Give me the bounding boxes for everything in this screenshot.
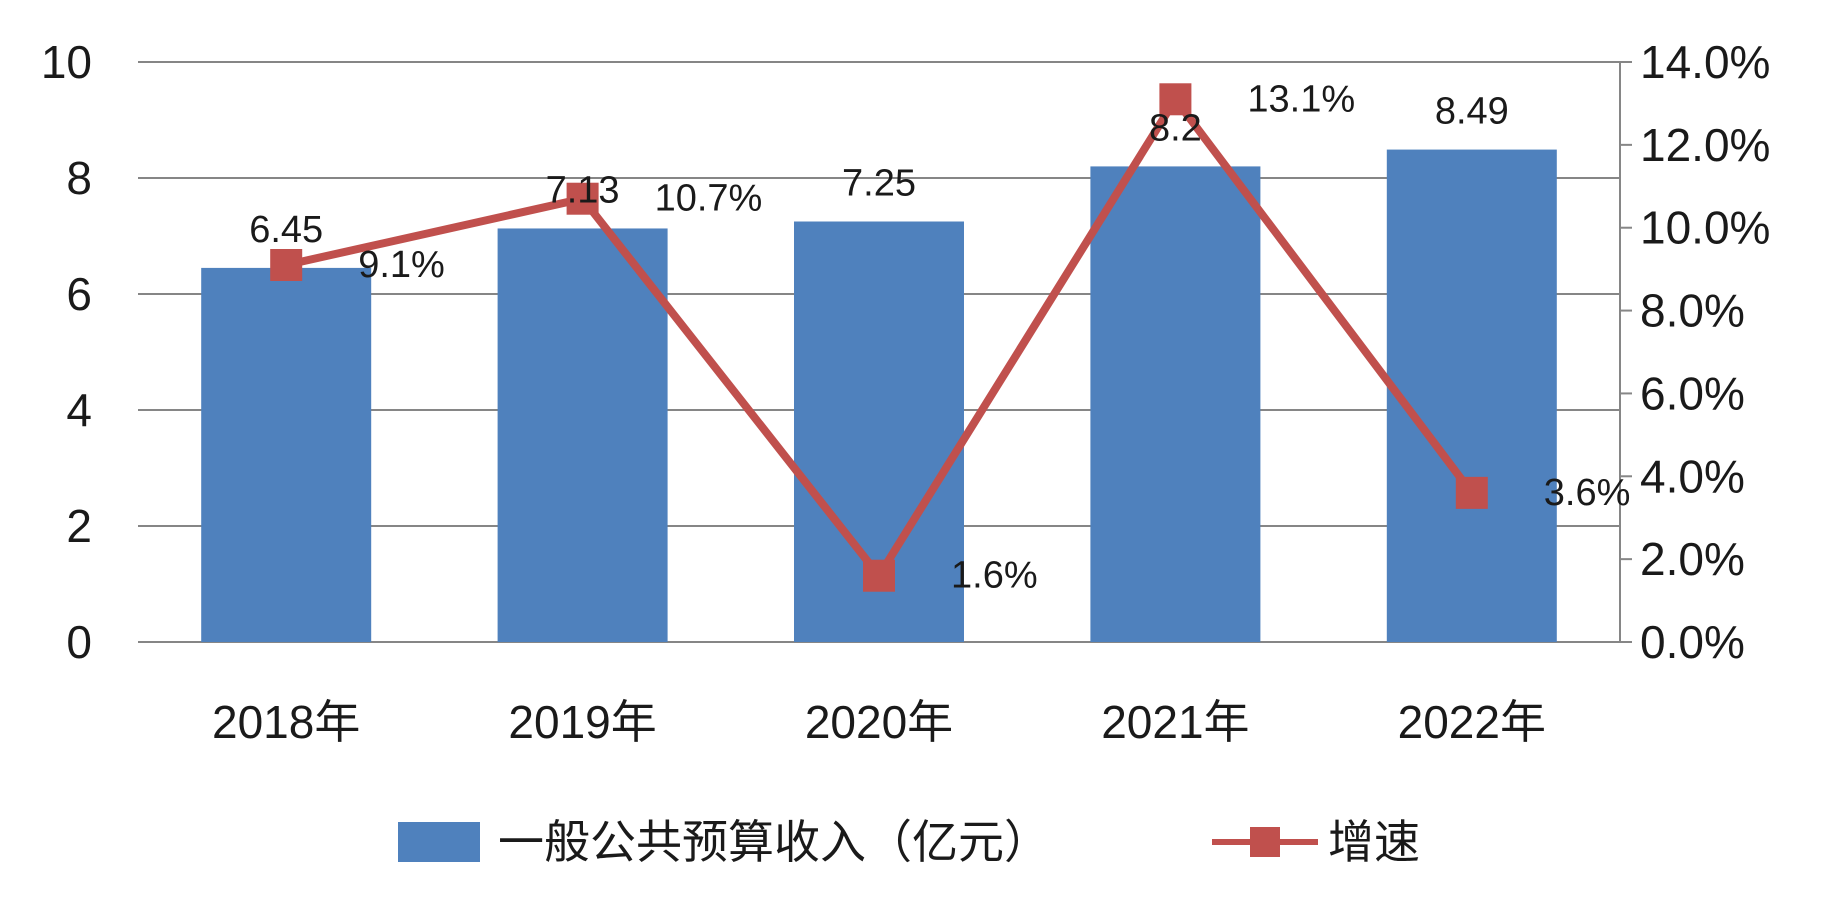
category-label: 2018年	[212, 696, 360, 748]
growth-value-label: 1.6%	[951, 555, 1038, 597]
left-tick-label: 8	[66, 152, 92, 204]
left-tick-label: 10	[41, 36, 92, 88]
legend-line-label: 增速	[1328, 816, 1420, 868]
growth-value-label: 13.1%	[1247, 78, 1355, 120]
right-tick-label: 8.0%	[1640, 285, 1745, 337]
data-labels: 6.45 7.13 7.25 8.2 8.49 9.1% 10.7% 1.6% 13.1% 3.6…	[249, 78, 1630, 596]
legend-line-marker	[1250, 827, 1280, 857]
bar	[1090, 166, 1261, 642]
right-tick-label: 0.0%	[1640, 616, 1745, 668]
legend-bar-swatch	[398, 822, 480, 862]
bar-value-label: 6.45	[249, 209, 323, 251]
left-tick-label: 0	[66, 616, 92, 668]
legend-bar-label: 一般公共预算收入（亿元）	[498, 816, 1050, 868]
bar-value-label: 7.13	[546, 169, 620, 211]
right-tick-label: 14.0%	[1640, 36, 1770, 88]
category-label: 2020年	[805, 696, 953, 748]
left-tick-label: 4	[66, 384, 92, 436]
category-label: 2022年	[1398, 696, 1546, 748]
growth-value-label: 3.6%	[1544, 472, 1631, 514]
bar	[201, 267, 372, 642]
growth-value-label: 9.1%	[358, 244, 445, 286]
bar-value-label: 7.25	[842, 163, 916, 205]
right-tick-label: 6.0%	[1640, 367, 1745, 419]
bar-value-label: 8.49	[1435, 91, 1509, 133]
category-label: 2019年	[508, 696, 656, 748]
right-tick-label: 10.0%	[1640, 202, 1770, 254]
bar-value-label: 8.2	[1149, 107, 1202, 149]
line-marker	[270, 249, 303, 281]
line-marker	[1159, 83, 1192, 116]
line-marker	[566, 182, 599, 215]
bar	[497, 228, 668, 642]
line-marker	[1455, 476, 1488, 509]
growth-value-label: 10.7%	[655, 178, 763, 220]
right-tick-label: 2.0%	[1640, 533, 1745, 585]
left-tick-label: 6	[66, 268, 92, 320]
bar	[1386, 149, 1557, 642]
right-tick-label: 4.0%	[1640, 450, 1745, 502]
left-tick-label: 2	[66, 500, 92, 552]
line-marker	[863, 559, 895, 592]
right-tick-label: 12.0%	[1640, 119, 1770, 171]
axes: 0 2 4 6 8 10 0.0% 2.0% 4.0% 6.0% 8.0% 10.0% 12.0% 14.…	[41, 36, 1771, 748]
category-label: 2021年	[1101, 696, 1249, 748]
legend: 一般公共预算收入（亿元） 增速	[398, 816, 1420, 868]
line-series	[270, 83, 1488, 592]
